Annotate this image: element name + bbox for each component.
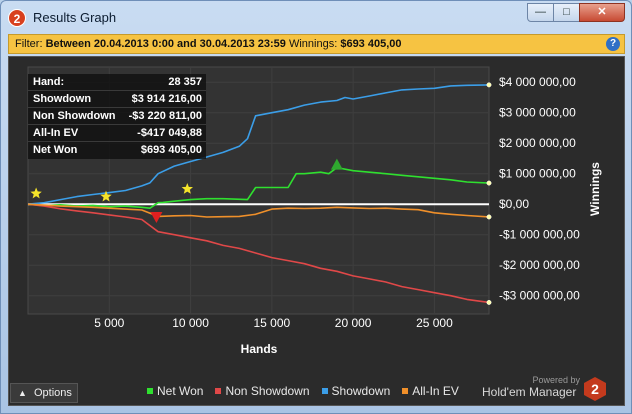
legend-swatch [321, 388, 328, 394]
stats-box: Hand: 28 357 Showdown $3 914 216,00 Non … [28, 74, 206, 159]
close-button[interactable]: ✕ [579, 3, 625, 22]
legend-item-showdown[interactable]: Showdown [321, 384, 391, 398]
brand-name: Hold'em Manager [482, 385, 577, 399]
window-title: Results Graph [33, 10, 117, 25]
series-line-net-won [27, 166, 490, 209]
legend-label: Showdown [331, 384, 391, 398]
winnings-label: Winnings: [288, 38, 338, 50]
stat-label: Showdown [33, 93, 92, 105]
series-line-showdown-end-point [486, 82, 492, 88]
stat-row-net-won: Net Won $693 405,00 [28, 142, 206, 159]
series-line-showdown [27, 84, 490, 205]
legend-item-net-won[interactable]: Net Won [147, 384, 203, 398]
x-axis-title: Hands [241, 342, 278, 356]
series-line-net-won-end-point [486, 180, 492, 186]
x-tick-label: 5 000 [94, 316, 124, 330]
app-logo-icon: 2 [8, 9, 26, 27]
stat-value: 28 357 [168, 76, 202, 88]
series-line-non-showdown [27, 203, 490, 304]
window-controls: — □ ✕ [527, 3, 625, 22]
legend-label: Non Showdown [225, 384, 310, 398]
stat-label: Non Showdown [33, 110, 116, 122]
stat-row-hands: Hand: 28 357 [28, 74, 206, 91]
y-tick-label: $3 000 000,00 [499, 106, 576, 120]
stat-row-non-showdown: Non Showdown -$3 220 811,00 [28, 108, 206, 125]
legend-item-non-showdown[interactable]: Non Showdown [215, 384, 310, 398]
title-bar[interactable]: 2 Results Graph — □ ✕ [1, 1, 631, 33]
chevron-up-icon: ▲ [18, 388, 27, 398]
stat-value: -$417 049,88 [137, 127, 202, 139]
x-tick-label: 20 000 [335, 316, 372, 330]
star-marker [30, 187, 42, 199]
maximize-button[interactable]: □ [553, 3, 580, 22]
star-marker [181, 183, 193, 194]
star-marker [100, 190, 112, 202]
triangle-down-marker [150, 212, 163, 224]
brand-logo-icon: 2 [584, 377, 606, 401]
filter-range: Between 20.04.2013 0:00 and 30.04.2013 2… [45, 38, 286, 50]
legend-label: Net Won [157, 384, 204, 398]
y-tick-label: $4 000 000,00 [499, 75, 576, 89]
help-icon[interactable]: ? [606, 37, 620, 51]
series-line-all-in-ev-end-point [486, 214, 492, 220]
series-line-non-showdown-end-point [486, 299, 492, 305]
winnings-value: $693 405,00 [340, 38, 402, 50]
options-button[interactable]: ▲ Options [10, 383, 78, 403]
y-tick-label: -$2 000 000,00 [499, 258, 580, 272]
options-label: Options [33, 387, 72, 399]
stat-label: Net Won [33, 144, 78, 156]
legend-item-all-in-ev[interactable]: All-In EV [402, 384, 459, 398]
y-tick-label: -$1 000 000,00 [499, 228, 580, 242]
y-tick-label: $0,00 [499, 197, 529, 211]
powered-by-text: Powered by [532, 375, 580, 385]
series-line-all-in-ev [27, 203, 490, 218]
legend-swatch [402, 388, 409, 394]
legend-swatch [147, 388, 153, 394]
stat-value: $3 914 216,00 [131, 93, 202, 105]
stat-row-showdown: Showdown $3 914 216,00 [28, 91, 206, 108]
triangle-up-marker [330, 158, 343, 170]
x-tick-label: 15 000 [254, 316, 291, 330]
x-tick-label: 25 000 [416, 316, 453, 330]
x-tick-label: 10 000 [172, 316, 209, 330]
stat-label: All-In EV [33, 127, 79, 139]
minimize-button[interactable]: — [527, 3, 554, 22]
stat-value: -$3 220 811,00 [128, 110, 202, 122]
stat-row-all-in-ev: All-In EV -$417 049,88 [28, 125, 206, 142]
y-axis-title: Winnings [588, 162, 602, 216]
legend-label: All-In EV [412, 384, 459, 398]
chart-legend: Net Won Non Showdown Showdown All-In EV [147, 384, 471, 398]
stat-label: Hand: [33, 76, 65, 88]
y-tick-label: -$3 000 000,00 [499, 289, 580, 303]
legend-swatch [215, 388, 222, 394]
y-tick-label: $1 000 000,00 [499, 167, 576, 181]
filter-bar[interactable]: Filter: Between 20.04.2013 0:00 and 30.0… [8, 34, 625, 54]
stat-value: $693 405,00 [140, 144, 202, 156]
filter-prefix: Filter: [15, 38, 43, 50]
y-tick-label: $2 000 000,00 [499, 136, 576, 150]
